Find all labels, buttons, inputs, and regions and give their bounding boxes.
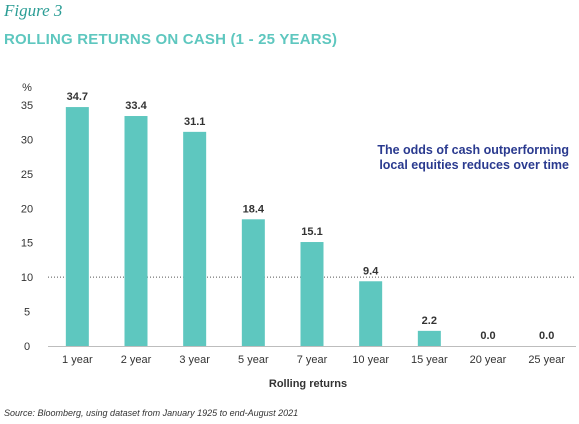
x-tick-label: 10 year xyxy=(352,354,389,366)
bar xyxy=(417,330,441,346)
y-tick-label: 5 xyxy=(24,307,30,319)
y-tick-label: 10 xyxy=(21,272,33,284)
annotation-line-1: The odds of cash outperforming xyxy=(377,143,569,157)
bar-value-label: 0.0 xyxy=(539,330,554,342)
y-tick-label: 35 xyxy=(21,100,33,112)
x-tick-label: 15 year xyxy=(411,354,448,366)
bar xyxy=(359,281,383,346)
source-note: Source: Bloomberg, using dataset from Ja… xyxy=(4,408,299,418)
bar-value-label: 34.7 xyxy=(67,91,88,103)
bar-value-label: 18.4 xyxy=(243,203,265,215)
x-tick-label: 20 year xyxy=(470,354,507,366)
x-axis-title: Rolling returns xyxy=(269,378,347,390)
bar-value-label: 9.4 xyxy=(363,265,379,277)
x-tick-label: 7 year xyxy=(297,354,328,366)
bar-value-label: 15.1 xyxy=(301,226,322,238)
bars: 34.7 33.4 31.1 18.4 15.1 9.4 2.2 0.0 0.0 xyxy=(65,91,554,347)
bar xyxy=(300,242,324,346)
bar-value-label: 2.2 xyxy=(422,315,437,327)
bar xyxy=(183,131,207,346)
bar xyxy=(65,107,89,347)
bar xyxy=(241,219,265,346)
bar-value-label: 33.4 xyxy=(125,100,147,112)
y-tick-label: 25 xyxy=(21,169,33,181)
x-axis: 1 year 2 year 3 year 5 year 7 year 10 year 15 … xyxy=(48,346,576,366)
bar-value-label: 0.0 xyxy=(480,330,495,342)
x-tick-label: 1 year xyxy=(62,354,93,366)
x-tick-label: 3 year xyxy=(179,354,210,366)
x-tick-label: 2 year xyxy=(121,354,152,366)
bar xyxy=(124,116,148,346)
figure-label: Figure 3 xyxy=(4,1,63,20)
y-tick-label: 15 xyxy=(21,238,33,250)
y-tick-label: 30 xyxy=(21,134,33,146)
annotation-line-2: local equities reduces over time xyxy=(379,158,569,172)
y-axis: 0 5 10 15 20 25 30 35 xyxy=(21,100,33,353)
chart-title: ROLLING RETURNS ON CASH (1 - 25 YEARS) xyxy=(4,31,338,48)
x-tick-label: 5 year xyxy=(238,354,269,366)
y-tick-label: 0 xyxy=(24,341,30,353)
y-axis-unit: % xyxy=(22,82,32,94)
y-tick-label: 20 xyxy=(21,203,33,215)
x-tick-label: 25 year xyxy=(528,354,565,366)
bar-value-label: 31.1 xyxy=(184,116,205,128)
